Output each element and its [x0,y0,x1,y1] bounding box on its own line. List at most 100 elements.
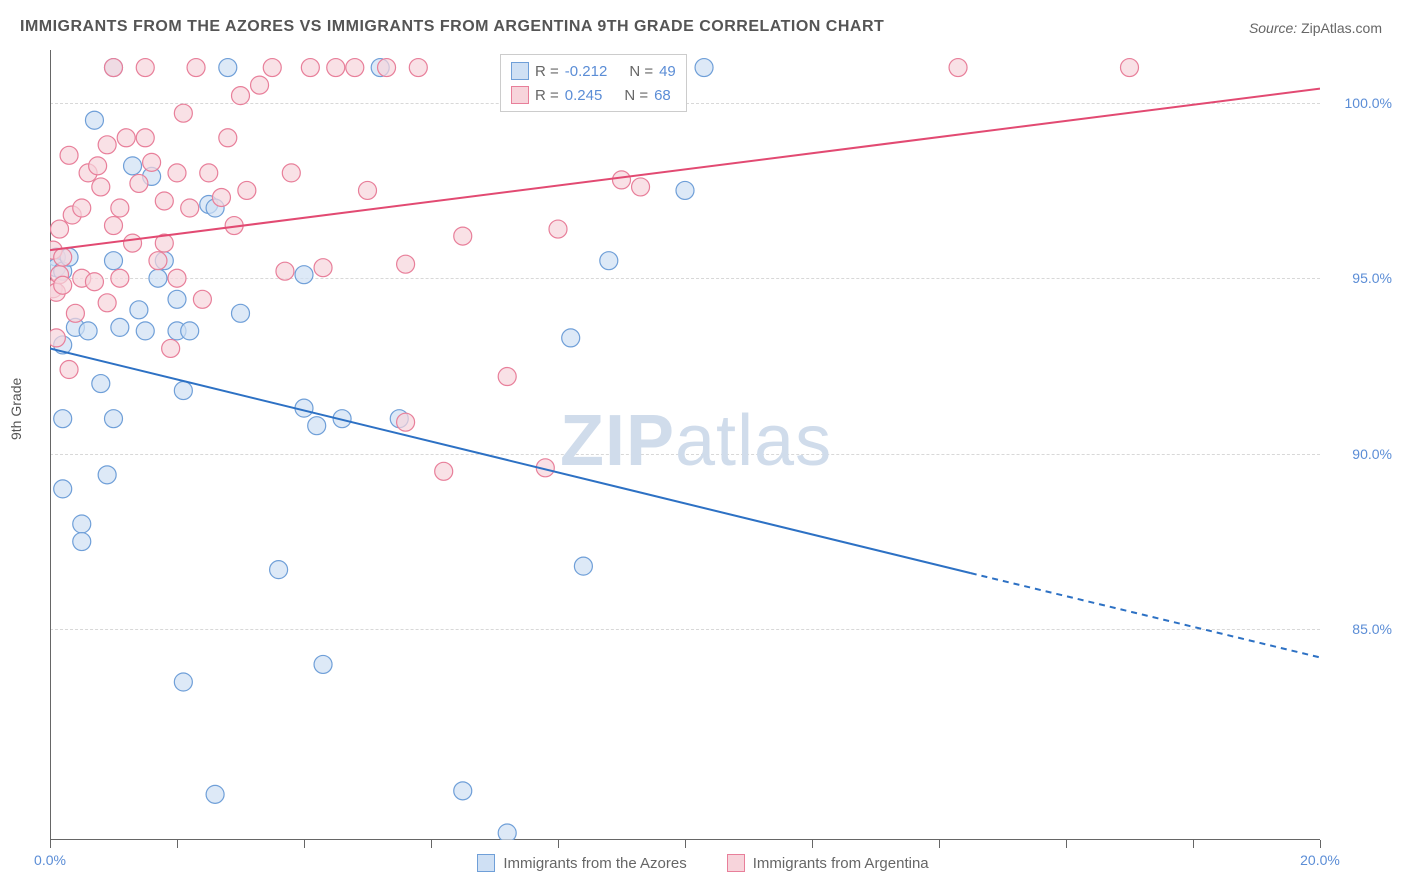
y-axis-label: 9th Grade [8,378,24,440]
data-point [251,76,269,94]
x-tick [1320,840,1321,848]
x-tick [50,840,51,848]
data-point [73,533,91,551]
data-point [498,368,516,386]
data-point [600,252,618,270]
data-point [397,413,415,431]
data-point [168,164,186,182]
legend-n-value-argentina: 68 [654,87,671,104]
data-point [314,259,332,277]
plot-svg [50,50,1320,840]
bottom-legend: Immigrants from the Azores Immigrants fr… [0,854,1406,872]
data-point [130,301,148,319]
bottom-swatch-argentina [727,854,745,872]
data-point [111,269,129,287]
data-point [200,164,218,182]
legend-n-value-azores: 49 [659,63,676,80]
y-tick-label: 85.0% [1352,621,1392,637]
data-point [111,199,129,217]
data-point [301,59,319,77]
data-point [168,269,186,287]
data-point [378,59,396,77]
data-point [238,181,256,199]
data-point [295,266,313,284]
data-point [98,136,116,154]
chart-title: IMMIGRANTS FROM THE AZORES VS IMMIGRANTS… [20,18,884,36]
bottom-swatch-azores [477,854,495,872]
legend-row-argentina: R = 0.245 N = 68 [511,83,676,107]
data-point [174,104,192,122]
data-point [174,382,192,400]
data-point [181,199,199,217]
source-value: ZipAtlas.com [1301,20,1382,36]
data-point [85,111,103,129]
data-point [181,322,199,340]
data-point [105,217,123,235]
x-tick [304,840,305,848]
data-point [632,178,650,196]
data-point [454,227,472,245]
data-point [105,59,123,77]
data-point [98,466,116,484]
x-tick [177,840,178,848]
data-point [136,322,154,340]
x-tick [431,840,432,848]
data-point [549,220,567,238]
data-point [54,480,72,498]
legend-swatch-azores [511,62,529,80]
data-point [111,318,129,336]
data-point [168,290,186,308]
x-tick [558,840,559,848]
data-point [60,361,78,379]
bottom-label-azores: Immigrants from the Azores [503,855,686,872]
x-tick-label: 20.0% [1300,852,1340,868]
x-tick [1193,840,1194,848]
legend-r-label-b: R = [535,87,559,104]
data-point [162,339,180,357]
data-point [89,157,107,175]
data-point [232,87,250,105]
data-point [54,276,72,294]
data-point [124,234,142,252]
data-point [60,146,78,164]
legend-r-value-argentina: 0.245 [565,87,603,104]
data-point [498,824,516,840]
data-point [143,153,161,171]
legend-n-label: N = [629,63,653,80]
data-point [676,181,694,199]
data-point [105,410,123,428]
data-point [149,252,167,270]
data-point [613,171,631,189]
y-tick-label: 95.0% [1352,270,1392,286]
x-tick [939,840,940,848]
data-point [117,129,135,147]
data-point [270,561,288,579]
data-point [263,59,281,77]
data-point [73,199,91,217]
data-point [308,417,326,435]
data-point [54,410,72,428]
data-point [85,273,103,291]
data-point [187,59,205,77]
data-point [193,290,211,308]
data-point [136,129,154,147]
data-point [314,655,332,673]
data-point [98,294,116,312]
data-point [92,178,110,196]
data-point [219,129,237,147]
data-point [346,59,364,77]
data-point [73,515,91,533]
correlation-legend: R = -0.212 N = 49 R = 0.245 N = 68 [500,54,687,112]
trend-line [971,573,1320,657]
data-point [149,269,167,287]
x-tick [685,840,686,848]
data-point [212,188,230,206]
source-credit: Source: ZipAtlas.com [1249,20,1382,36]
data-point [574,557,592,575]
data-point [1121,59,1139,77]
x-tick-label: 0.0% [34,852,66,868]
bottom-legend-argentina: Immigrants from Argentina [727,854,929,872]
data-point [327,59,345,77]
data-point [79,322,97,340]
y-tick-label: 100.0% [1345,95,1392,111]
